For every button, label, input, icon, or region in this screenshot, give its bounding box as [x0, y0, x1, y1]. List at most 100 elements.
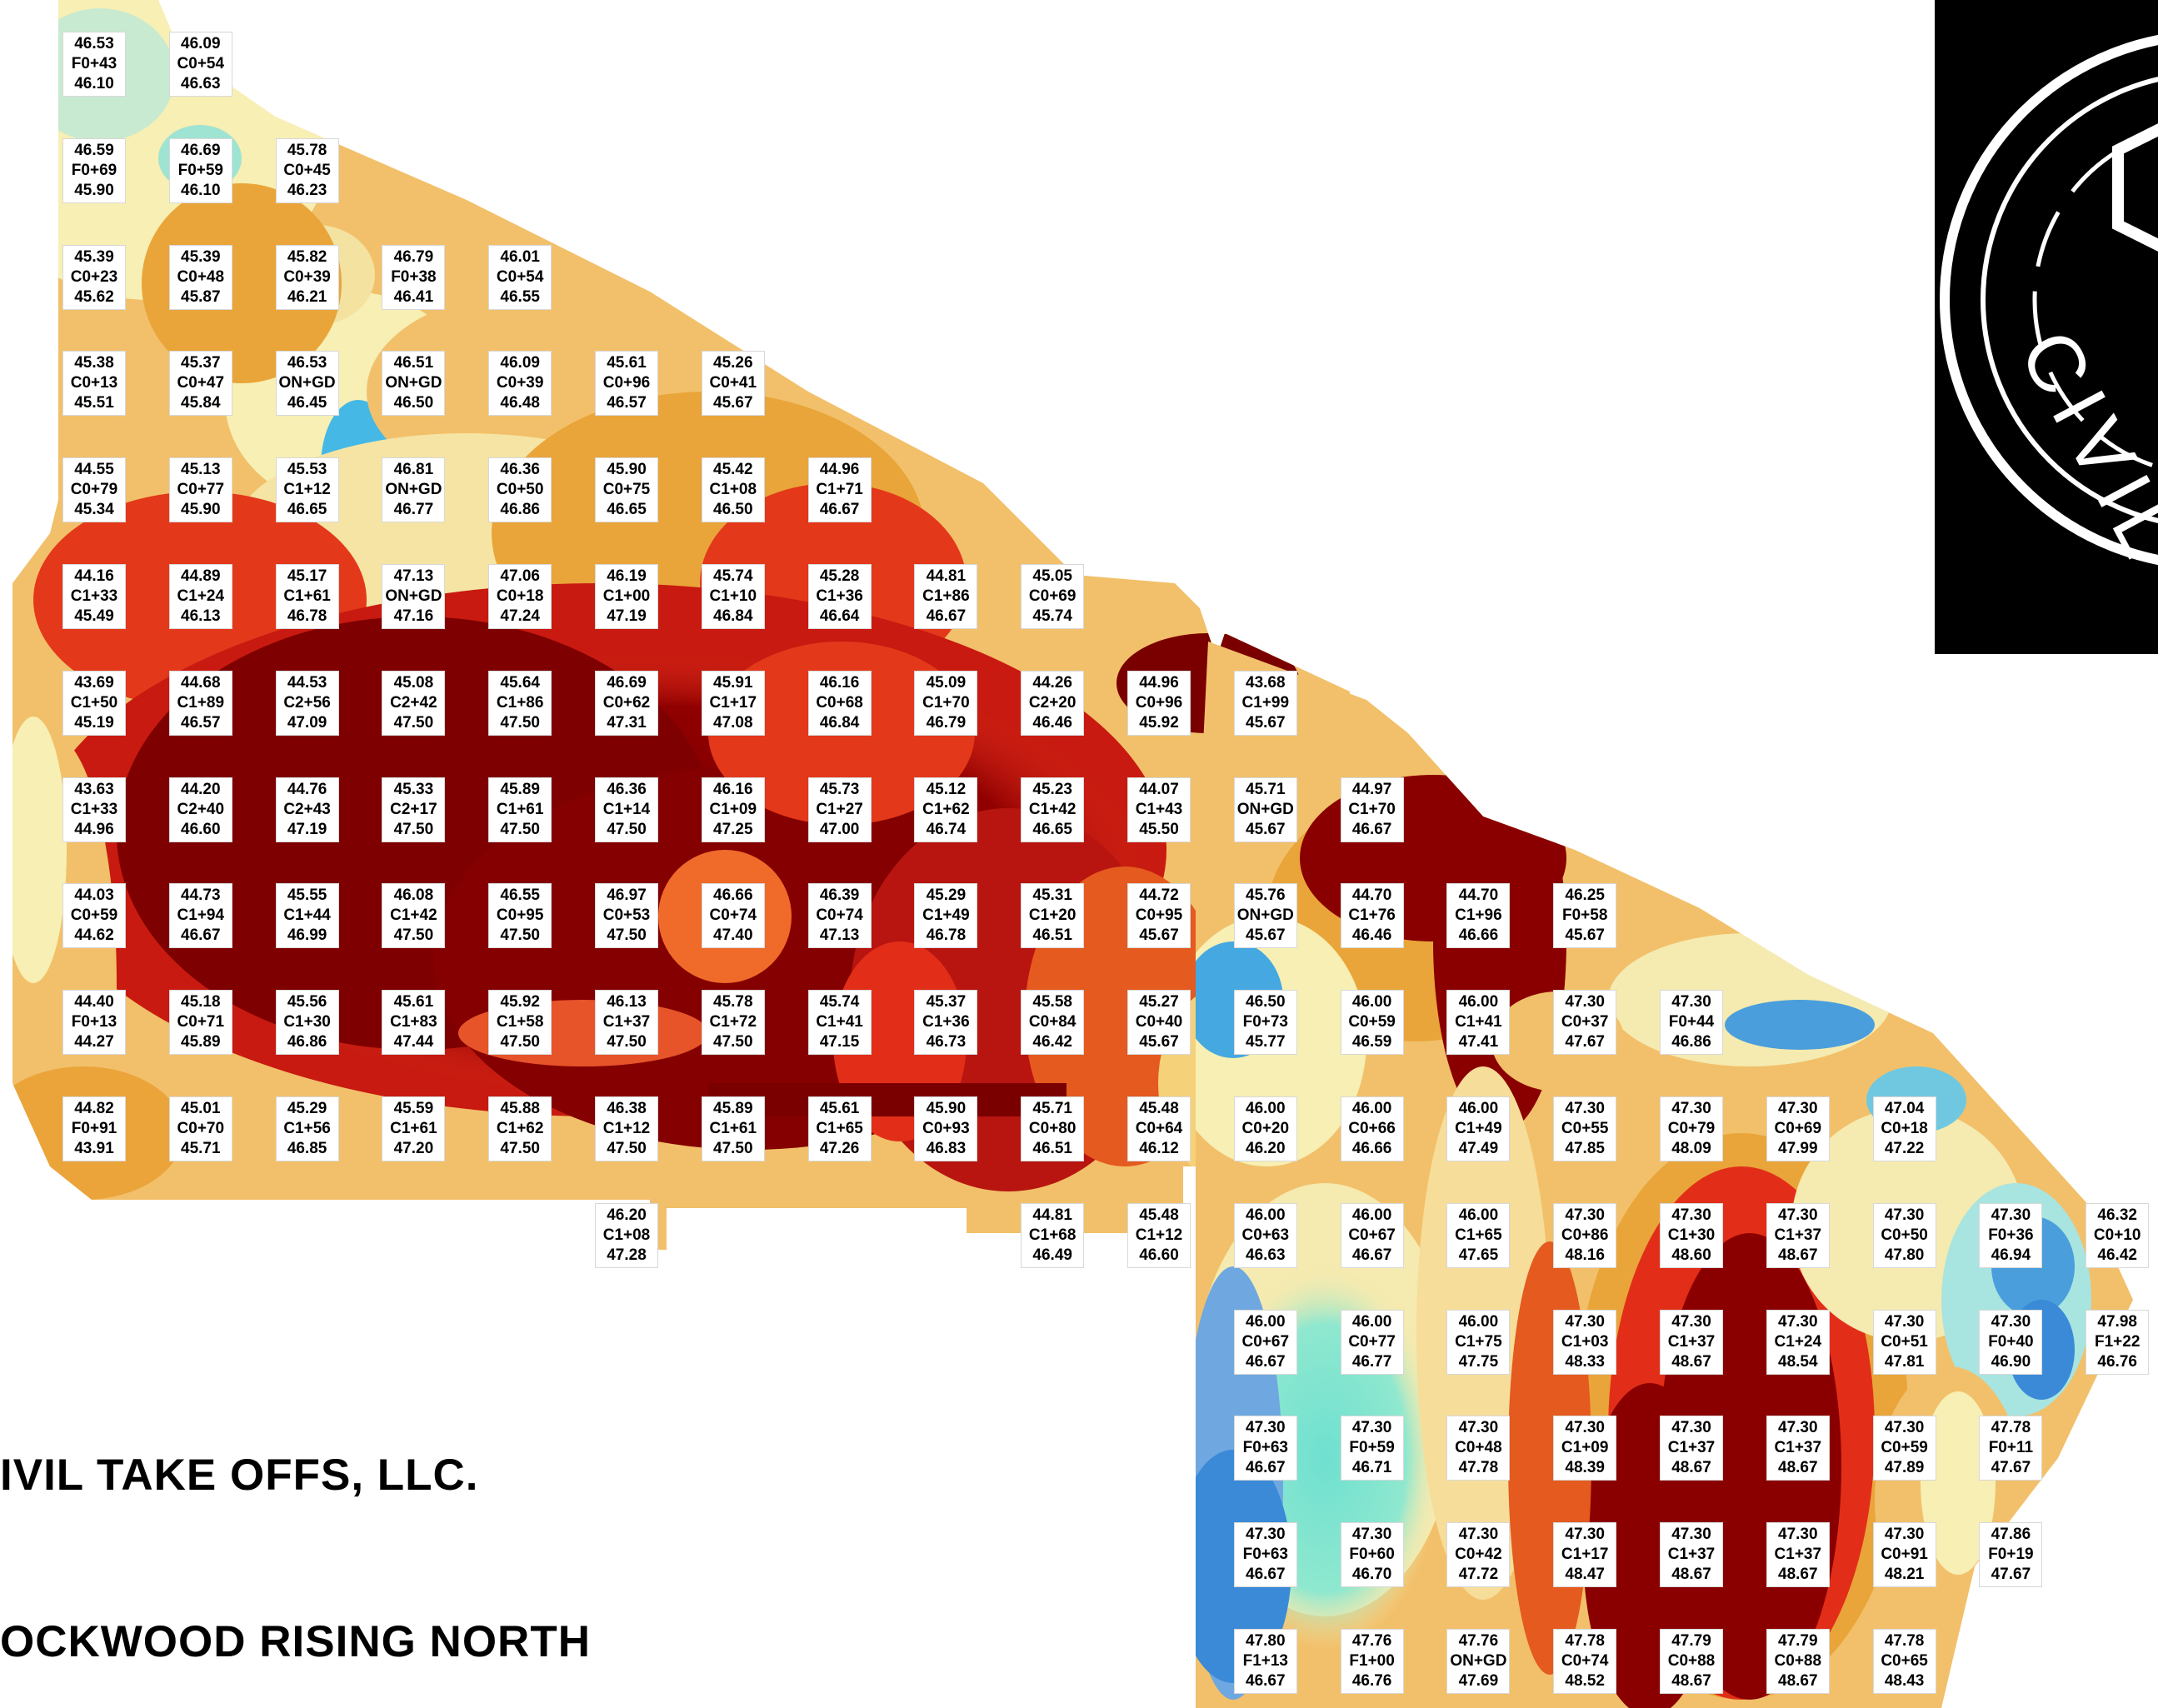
grid-cell-bottom-value: 46.76 [2097, 1352, 2137, 1371]
grid-cell-label: 46.16 C1+09 47.25 [701, 777, 765, 842]
grid-cell-top-value: 45.28 [819, 567, 860, 585]
grid-cell-top-value: 47.30 [1671, 1206, 1711, 1224]
grid-cell-label: 47.30 C1+03 48.33 [1553, 1309, 1617, 1375]
grid-cell-bottom-value: 46.63 [1246, 1246, 1286, 1264]
grid-cell-bottom-value: 48.09 [1671, 1140, 1711, 1157]
grid-cell-bottom-value: 47.44 [393, 1033, 434, 1051]
grid-cell-bottom-value: 46.49 [1032, 1246, 1072, 1264]
grid-cell-bottom-value: 46.67 [926, 607, 967, 625]
grid-cell-mid-value: C1+43 [1135, 800, 1183, 818]
grid-cell-label: 47.30 C0+69 47.99 [1766, 1096, 1830, 1161]
grid-cell-label: 44.81 C1+68 46.49 [1021, 1202, 1085, 1268]
grid-cell-top-value: 47.30 [1778, 1206, 1818, 1224]
grid-cell-bottom-value: 46.67 [1246, 1352, 1286, 1371]
grid-cell-top-value: 45.71 [1032, 1100, 1072, 1117]
grid-cell-top-value: 47.30 [1246, 1526, 1286, 1544]
grid-cell-top-value: 46.16 [713, 780, 753, 798]
grid-cell-top-value: 47.30 [1565, 993, 1605, 1011]
grid-cell-bottom-value: 48.52 [1565, 1672, 1605, 1690]
grid-cell-label: 45.82 C0+39 46.21 [275, 244, 339, 310]
grid-cell-top-value: 44.96 [1139, 673, 1179, 692]
grid-cell-label: 46.00 C0+67 46.67 [1233, 1309, 1297, 1375]
grid-cell-mid-value: C1+27 [816, 800, 863, 818]
grid-cell-top-value: 44.96 [819, 461, 860, 479]
grid-cell-bottom-value: 46.78 [287, 607, 327, 625]
grid-cell-mid-value: C0+20 [1241, 1120, 1290, 1137]
grid-cell-top-value: 45.37 [926, 993, 967, 1011]
grid-cell-mid-value: F0+63 [1242, 1546, 1288, 1564]
grid-cell-bottom-value: 48.33 [1565, 1352, 1605, 1371]
grid-cell-mid-value: C0+74 [816, 906, 863, 925]
grid-cell-mid-value: C1+71 [816, 481, 863, 499]
grid-cell-bottom-value: 47.28 [607, 1246, 647, 1264]
grid-cell-top-value: 46.00 [1246, 1312, 1286, 1331]
grid-cell-bottom-value: 47.67 [1565, 1033, 1605, 1051]
grid-cell-mid-value: C1+20 [1028, 906, 1077, 925]
grid-cell-label: 45.78 C1+72 47.50 [701, 990, 765, 1056]
grid-cell-top-value: 46.00 [1351, 1100, 1392, 1117]
grid-cell-bottom-value: 44.96 [74, 820, 114, 838]
grid-cell-label: 46.16 C0+68 46.84 [807, 670, 872, 736]
grid-cell-bottom-value: 46.50 [393, 394, 434, 412]
grid-cell-mid-value: C0+18 [496, 587, 544, 605]
grid-cell-top-value: 45.48 [1139, 1206, 1179, 1224]
grid-cell-mid-value: C1+41 [1455, 1013, 1502, 1031]
grid-cell-mid-value: C1+56 [283, 1120, 331, 1137]
grid-cell-bottom-value: 48.21 [1884, 1566, 1925, 1584]
grid-cell-bottom-value: 48.67 [1671, 1352, 1711, 1371]
grid-cell-bottom-value: 46.66 [1458, 926, 1499, 945]
grid-cell-mid-value: C0+91 [1881, 1546, 1928, 1564]
grid-cell-mid-value: F0+43 [71, 55, 117, 72]
grid-cell-top-value: 46.97 [607, 886, 647, 905]
grid-cell-top-value: 45.17 [287, 567, 327, 585]
grid-cell-bottom-value: 47.00 [819, 820, 860, 838]
company-name: IVIL TAKE OFFS, LLC. [0, 1451, 479, 1500]
grid-cell-top-value: 44.03 [74, 886, 114, 905]
grid-cell-label: 46.08 C1+42 47.50 [382, 883, 446, 949]
grid-cell-mid-value: C0+79 [70, 481, 118, 499]
grid-cell-top-value: 47.30 [1884, 1419, 1925, 1437]
grid-cell-bottom-value: 46.59 [1351, 1033, 1392, 1051]
grid-cell-top-value: 46.00 [1458, 1100, 1499, 1117]
grid-cell-label: 44.40 F0+13 44.27 [62, 990, 126, 1056]
grid-cell-bottom-value: 47.26 [819, 1140, 860, 1157]
grid-cell-label: 47.30 C1+37 48.67 [1660, 1309, 1723, 1375]
grid-cell-top-value: 45.05 [1032, 567, 1072, 585]
grid-cell-label: 47.30 F0+60 46.70 [1340, 1522, 1404, 1588]
grid-cell-bottom-value: 47.31 [607, 713, 647, 732]
grid-cell-top-value: 46.25 [1565, 886, 1605, 905]
grid-cell-top-value: 46.36 [607, 780, 647, 798]
grid-cell-bottom-value: 47.15 [819, 1033, 860, 1051]
grid-cell-label: 47.30 C1+17 48.47 [1553, 1522, 1617, 1588]
grid-cell-bottom-value: 48.67 [1778, 1566, 1818, 1584]
grid-cell-label: 45.58 C0+84 46.42 [1021, 990, 1085, 1056]
grid-cell-bottom-value: 47.69 [1458, 1672, 1499, 1690]
grid-cell-top-value: 47.30 [1991, 1312, 2031, 1331]
grid-cell-label: 46.51 ON+GD 46.50 [382, 351, 446, 417]
grid-cell-bottom-value: 45.89 [181, 1033, 221, 1051]
grid-cell-top-value: 45.74 [819, 993, 860, 1011]
grid-cell-bottom-value: 47.85 [1565, 1140, 1605, 1157]
grid-cell-top-value: 45.29 [287, 1100, 327, 1117]
grid-cell-mid-value: C2+40 [177, 800, 225, 818]
grid-cell-mid-value: C0+40 [1135, 1013, 1183, 1031]
grid-cell-bottom-value: 46.71 [1351, 1459, 1392, 1477]
grid-cell-top-value: 47.30 [1778, 1312, 1818, 1331]
grid-cell-label: 47.30 C0+59 47.89 [1872, 1416, 1936, 1481]
grid-cell-label: 45.90 C0+93 46.83 [914, 1096, 978, 1161]
grid-cell-mid-value: ON+GD [385, 374, 442, 392]
grid-cell-label: 47.78 C0+74 48.52 [1553, 1629, 1617, 1694]
grid-cell-label: 45.92 C1+58 47.50 [488, 990, 552, 1056]
grid-cell-label: 46.25 F0+58 45.67 [1553, 883, 1617, 949]
grid-cell-mid-value: F0+11 [1988, 1439, 2034, 1457]
grid-cell-mid-value: C1+17 [709, 693, 757, 712]
grid-cell-mid-value: C0+48 [1455, 1439, 1502, 1457]
grid-cell-bottom-value: 45.87 [181, 287, 221, 306]
grid-cell-bottom-value: 47.50 [607, 926, 647, 945]
grid-cell-mid-value: F0+44 [1668, 1013, 1715, 1031]
grid-cell-bottom-value: 46.67 [1351, 1246, 1392, 1264]
grid-cell-label: 45.28 C1+36 46.64 [807, 564, 872, 629]
grid-cell-top-value: 46.00 [1246, 1100, 1286, 1117]
grid-cell-label: 47.30 C1+24 48.54 [1766, 1309, 1830, 1375]
grid-cell-top-value: 45.29 [926, 886, 967, 905]
